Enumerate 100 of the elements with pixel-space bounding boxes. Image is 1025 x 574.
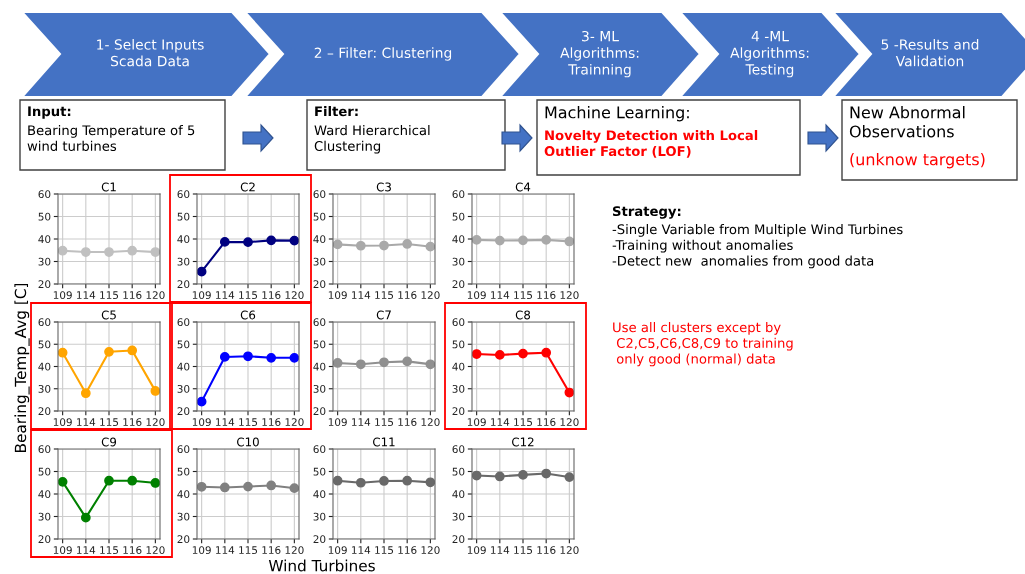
y-tick-label: 20	[177, 280, 190, 289]
x-tick-label: 109	[53, 291, 72, 300]
x-tick-label: 114	[352, 291, 371, 299]
x-tick-label: 114	[491, 546, 510, 554]
x-tick-label: 115	[375, 418, 394, 427]
text: Use all clusters except by C2,C5,C6,C8,C9 to training only good (normal) data	[613, 322, 793, 367]
y-tick-label: 20	[38, 535, 51, 544]
text: 4 -ML Algorithms: Testing	[730, 31, 809, 78]
text: 1- Select Inputs Scada Data	[97, 38, 204, 67]
x-tick-label: 115	[514, 291, 533, 300]
text: -Single Variable from Multiple Wind Turbines -Training without anomalies -Detect new anomalies from good data	[612, 224, 903, 269]
y-tick-label: 20	[313, 280, 326, 289]
x-tick-label: 109	[467, 546, 486, 555]
point	[472, 349, 482, 359]
y-tick-label: 40	[177, 362, 190, 371]
x-tick-label: 120	[146, 418, 165, 427]
x-tick-label: 115	[100, 418, 119, 427]
text: Filter:	[315, 106, 358, 117]
point	[266, 235, 277, 246]
y-tick-label: 50	[38, 212, 51, 221]
x-tick-label: 115	[239, 546, 258, 555]
y-tick-label: 30	[177, 257, 190, 266]
y-tick-label: 40	[313, 362, 326, 371]
y-tick-label: 50	[177, 212, 190, 221]
x-tick-label: 116	[262, 418, 281, 427]
point	[541, 347, 552, 358]
x-tick-label: 115	[239, 418, 258, 427]
x-tick-label: 114	[77, 418, 96, 426]
point	[58, 347, 68, 358]
y-tick-label: 30	[452, 512, 465, 521]
y-tick-label: 40	[177, 235, 190, 244]
x-tick-label: 116	[262, 546, 281, 555]
y-tick-label: 30	[177, 384, 190, 393]
x-tick-label: 120	[285, 418, 304, 427]
x-tick-label: 114	[216, 291, 235, 299]
y-tick-label: 20	[177, 407, 190, 416]
y-tick-label: 50	[313, 340, 326, 349]
chart-title: C3	[376, 182, 391, 192]
point	[289, 235, 299, 246]
y-tick-label: 30	[313, 257, 326, 266]
x-tick-label: 115	[514, 418, 533, 427]
y-tick-label: 40	[177, 490, 190, 499]
x-tick-label: 116	[398, 546, 417, 555]
chart-title: C11	[373, 437, 395, 447]
x-tick-label: 114	[77, 546, 96, 554]
y-tick-label: 30	[38, 384, 51, 393]
chart-title: C12	[512, 437, 534, 447]
y-tick-label: 50	[38, 340, 51, 349]
x-tick-label: 116	[537, 291, 556, 300]
point	[243, 351, 253, 362]
y-tick-label: 30	[313, 512, 326, 521]
x-tick-label: 114	[352, 418, 371, 426]
y-tick-label: 60	[313, 318, 326, 327]
y-tick-label: 30	[177, 512, 190, 521]
x-tick-label: 120	[560, 291, 579, 300]
x-tick-label: 115	[514, 546, 533, 555]
x-tick-label: 120	[285, 291, 304, 300]
y-tick-label: 20	[452, 535, 465, 544]
point	[80, 388, 91, 399]
point	[127, 475, 138, 486]
point	[104, 475, 114, 486]
y-tick-label: 20	[452, 407, 465, 416]
x-tick-label: 115	[375, 546, 394, 555]
y-tick-label: 30	[313, 384, 326, 393]
x-tick-label: 120	[146, 546, 165, 555]
text: Bearing Temperature of 5 wind turbines	[27, 125, 195, 151]
y-tick-label: 50	[452, 467, 465, 476]
y-tick-label: 40	[452, 235, 465, 244]
y-tick-label: 60	[177, 318, 190, 327]
y-tick-label: 40	[452, 490, 465, 499]
point	[150, 478, 160, 488]
x-tick-label: 120	[421, 291, 440, 300]
text: 2 – Filter: Clustering	[314, 47, 452, 61]
x-tick-label: 114	[352, 546, 371, 554]
chart-title: C2	[240, 182, 255, 192]
x-tick-label: 120	[285, 546, 304, 555]
x-tick-label: 114	[216, 418, 235, 426]
y-tick-label: 20	[177, 535, 190, 544]
y-tick-label: 60	[38, 318, 51, 327]
point	[197, 266, 207, 277]
point	[243, 237, 253, 248]
y-tick-label: 30	[38, 257, 51, 266]
text: 3- ML Algorithms: Trainning	[560, 30, 639, 78]
y-tick-label: 60	[38, 445, 51, 454]
text: 5 -Results and Validation	[881, 38, 979, 67]
y-tick-label: 50	[452, 212, 465, 221]
x-tick-label: 109	[467, 418, 486, 427]
x-tick-label: 120	[560, 418, 579, 427]
chart-title: C5	[101, 310, 116, 320]
x-tick-label: 115	[100, 291, 119, 300]
y-tick-label: 60	[177, 190, 190, 199]
text: Strategy:	[612, 206, 681, 219]
x-tick-label: 120	[560, 546, 579, 555]
y-tick-label: 60	[38, 190, 51, 199]
chart-title: C10	[237, 437, 259, 447]
x-tick-label: 114	[491, 291, 510, 299]
text: (unknow targets)	[850, 153, 985, 169]
x-tick-label: 114	[77, 291, 96, 299]
y-tick-label: 20	[38, 280, 51, 289]
x-tick-label: 116	[537, 546, 556, 555]
